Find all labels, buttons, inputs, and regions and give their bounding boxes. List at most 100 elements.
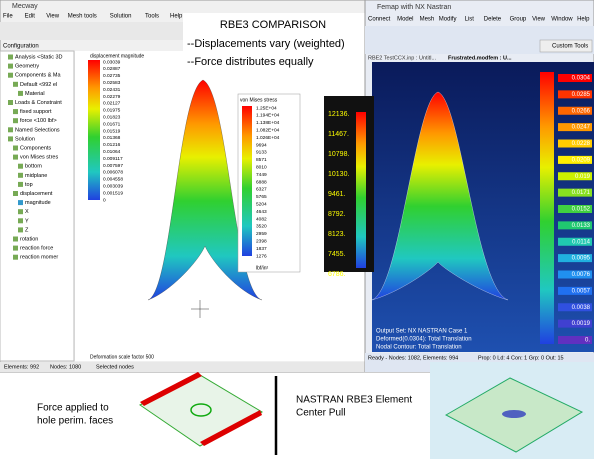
- legend-swatch: [558, 74, 592, 82]
- legend-label: 0.01064: [103, 149, 121, 155]
- legend-label: 3520: [256, 224, 267, 230]
- legend-label: 0.02735: [103, 73, 121, 79]
- menu-item: Help: [577, 17, 590, 23]
- tree-item: reaction force: [20, 246, 53, 252]
- status-text: Selected nodes: [96, 364, 134, 370]
- tree-item: force <100 lbf>: [20, 118, 57, 124]
- menu-item: View: [532, 17, 546, 23]
- annotation-title: RBE3 COMPARISON: [220, 19, 326, 31]
- legend-label: 0.0171: [572, 190, 591, 196]
- tree-icon: [13, 145, 18, 151]
- legend-swatch: [558, 172, 592, 181]
- legend-swatch: [558, 188, 592, 197]
- legend-label: 2398: [256, 238, 267, 244]
- legend-label: 0.02279: [103, 94, 121, 100]
- menu-item: Window: [551, 17, 573, 23]
- status-text: Prop: 0 Ld: 4 Con: 1 Grp: 0 Out: 15: [478, 355, 564, 361]
- legend-label: 0.0304: [572, 76, 591, 82]
- menu-item: List: [465, 17, 475, 23]
- tab: Configuration: [3, 44, 39, 50]
- custom-tools-button[interactable]: [539, 39, 593, 53]
- tree-icon: [13, 118, 18, 124]
- legend-swatch: [558, 286, 592, 295]
- tree-icon: [18, 200, 23, 206]
- legend-label: 6786.: [328, 271, 346, 278]
- legend-label: 0.01216: [103, 142, 121, 148]
- legend-label: 0.01823: [103, 114, 121, 120]
- legend-swatch: [558, 123, 592, 132]
- legend-label: 9461.: [328, 191, 346, 198]
- tree-item: Components: [20, 145, 51, 151]
- tree-icon: [8, 63, 13, 69]
- legend-label: 8123.: [328, 231, 346, 238]
- menu-item: Help: [170, 14, 183, 20]
- tree-icon: [13, 109, 18, 115]
- caption: Force applied to: [37, 403, 109, 414]
- legend-label: 8010: [256, 164, 267, 170]
- legend-label: 0.0285: [572, 92, 591, 98]
- legend-label: 0.0133: [572, 223, 591, 229]
- tree-icon: [18, 227, 23, 233]
- menu-item: Tools: [145, 14, 159, 20]
- window-title: Mecway: [12, 3, 38, 10]
- legend-swatch: [558, 319, 592, 328]
- status-text: Elements: 992: [4, 364, 39, 370]
- tree-item: top: [25, 182, 33, 188]
- legend-swatch: [558, 336, 592, 344]
- tree-item: Components & Ma: [15, 73, 61, 79]
- status-bar: [0, 362, 372, 372]
- tree-item: Z: [25, 227, 29, 233]
- legend-bar: [540, 72, 554, 344]
- legend-label: 0.007597: [103, 163, 123, 169]
- tree-item: displacement: [20, 191, 53, 197]
- legend-label: 5204: [256, 201, 267, 207]
- caption: Center Pull: [296, 408, 345, 419]
- legend-label: 5765: [256, 194, 267, 200]
- tree-icon: [8, 72, 13, 78]
- menu-item: Solution: [110, 14, 132, 20]
- annotation-box: [183, 13, 365, 75]
- tree-icon: [18, 181, 23, 187]
- menu-item: Mesh tools: [68, 14, 97, 20]
- info-text: Nodal Contour: Total Translation: [376, 345, 462, 351]
- legend-unit: lbf/in²: [256, 265, 269, 271]
- legend-label: 12136.: [328, 111, 349, 118]
- legend-swatch: [558, 221, 592, 230]
- legend-label: 0.009117: [103, 156, 123, 162]
- legend-label: 0.02887: [103, 66, 121, 72]
- menu-item: Edit: [25, 14, 36, 20]
- legend-swatch: [558, 90, 592, 99]
- menu-item: View: [46, 14, 60, 20]
- caption: NASTRAN RBE3 Element: [296, 395, 412, 406]
- tree-item: Geometry: [15, 64, 39, 70]
- legend-label: 6327: [256, 187, 267, 193]
- tree-item: bottom: [25, 164, 42, 170]
- legend-title: von Mises stress: [240, 97, 278, 103]
- legend-label: 1.026E+04: [256, 135, 280, 141]
- tree-icon: [13, 191, 18, 196]
- tree-item: reaction momer: [20, 255, 58, 261]
- status-text: Ready - Nodes: 1082, Elements: 994: [368, 355, 458, 361]
- tree-item: midplane: [25, 173, 47, 179]
- plate-mesh: [139, 374, 264, 447]
- legend-label: 0.003039: [103, 183, 123, 189]
- legend-swatch: [558, 303, 592, 312]
- tree-icon: [13, 254, 18, 260]
- tree-item: Default <992 el: [20, 82, 57, 88]
- legend-label: 0.02431: [103, 87, 121, 93]
- tree-icon: [13, 245, 18, 251]
- legend-label: 8571: [256, 157, 267, 163]
- legend-title: displacement magnitude: [90, 53, 144, 59]
- menu-item: Model: [397, 17, 413, 23]
- menu-item: File: [3, 14, 13, 20]
- legend-label: 1.082E+04: [256, 127, 280, 133]
- legend-bar: [356, 112, 366, 268]
- tree-icon: [18, 209, 23, 215]
- tree-item: rotation: [20, 236, 38, 242]
- tree-item: Loads & Constraint: [15, 100, 62, 106]
- legend-label: 10798.: [328, 151, 349, 158]
- hole: [190, 403, 212, 417]
- legend-bar: [88, 60, 100, 200]
- legend-label: 0.001519: [103, 190, 123, 196]
- legend-swatch: [558, 106, 592, 115]
